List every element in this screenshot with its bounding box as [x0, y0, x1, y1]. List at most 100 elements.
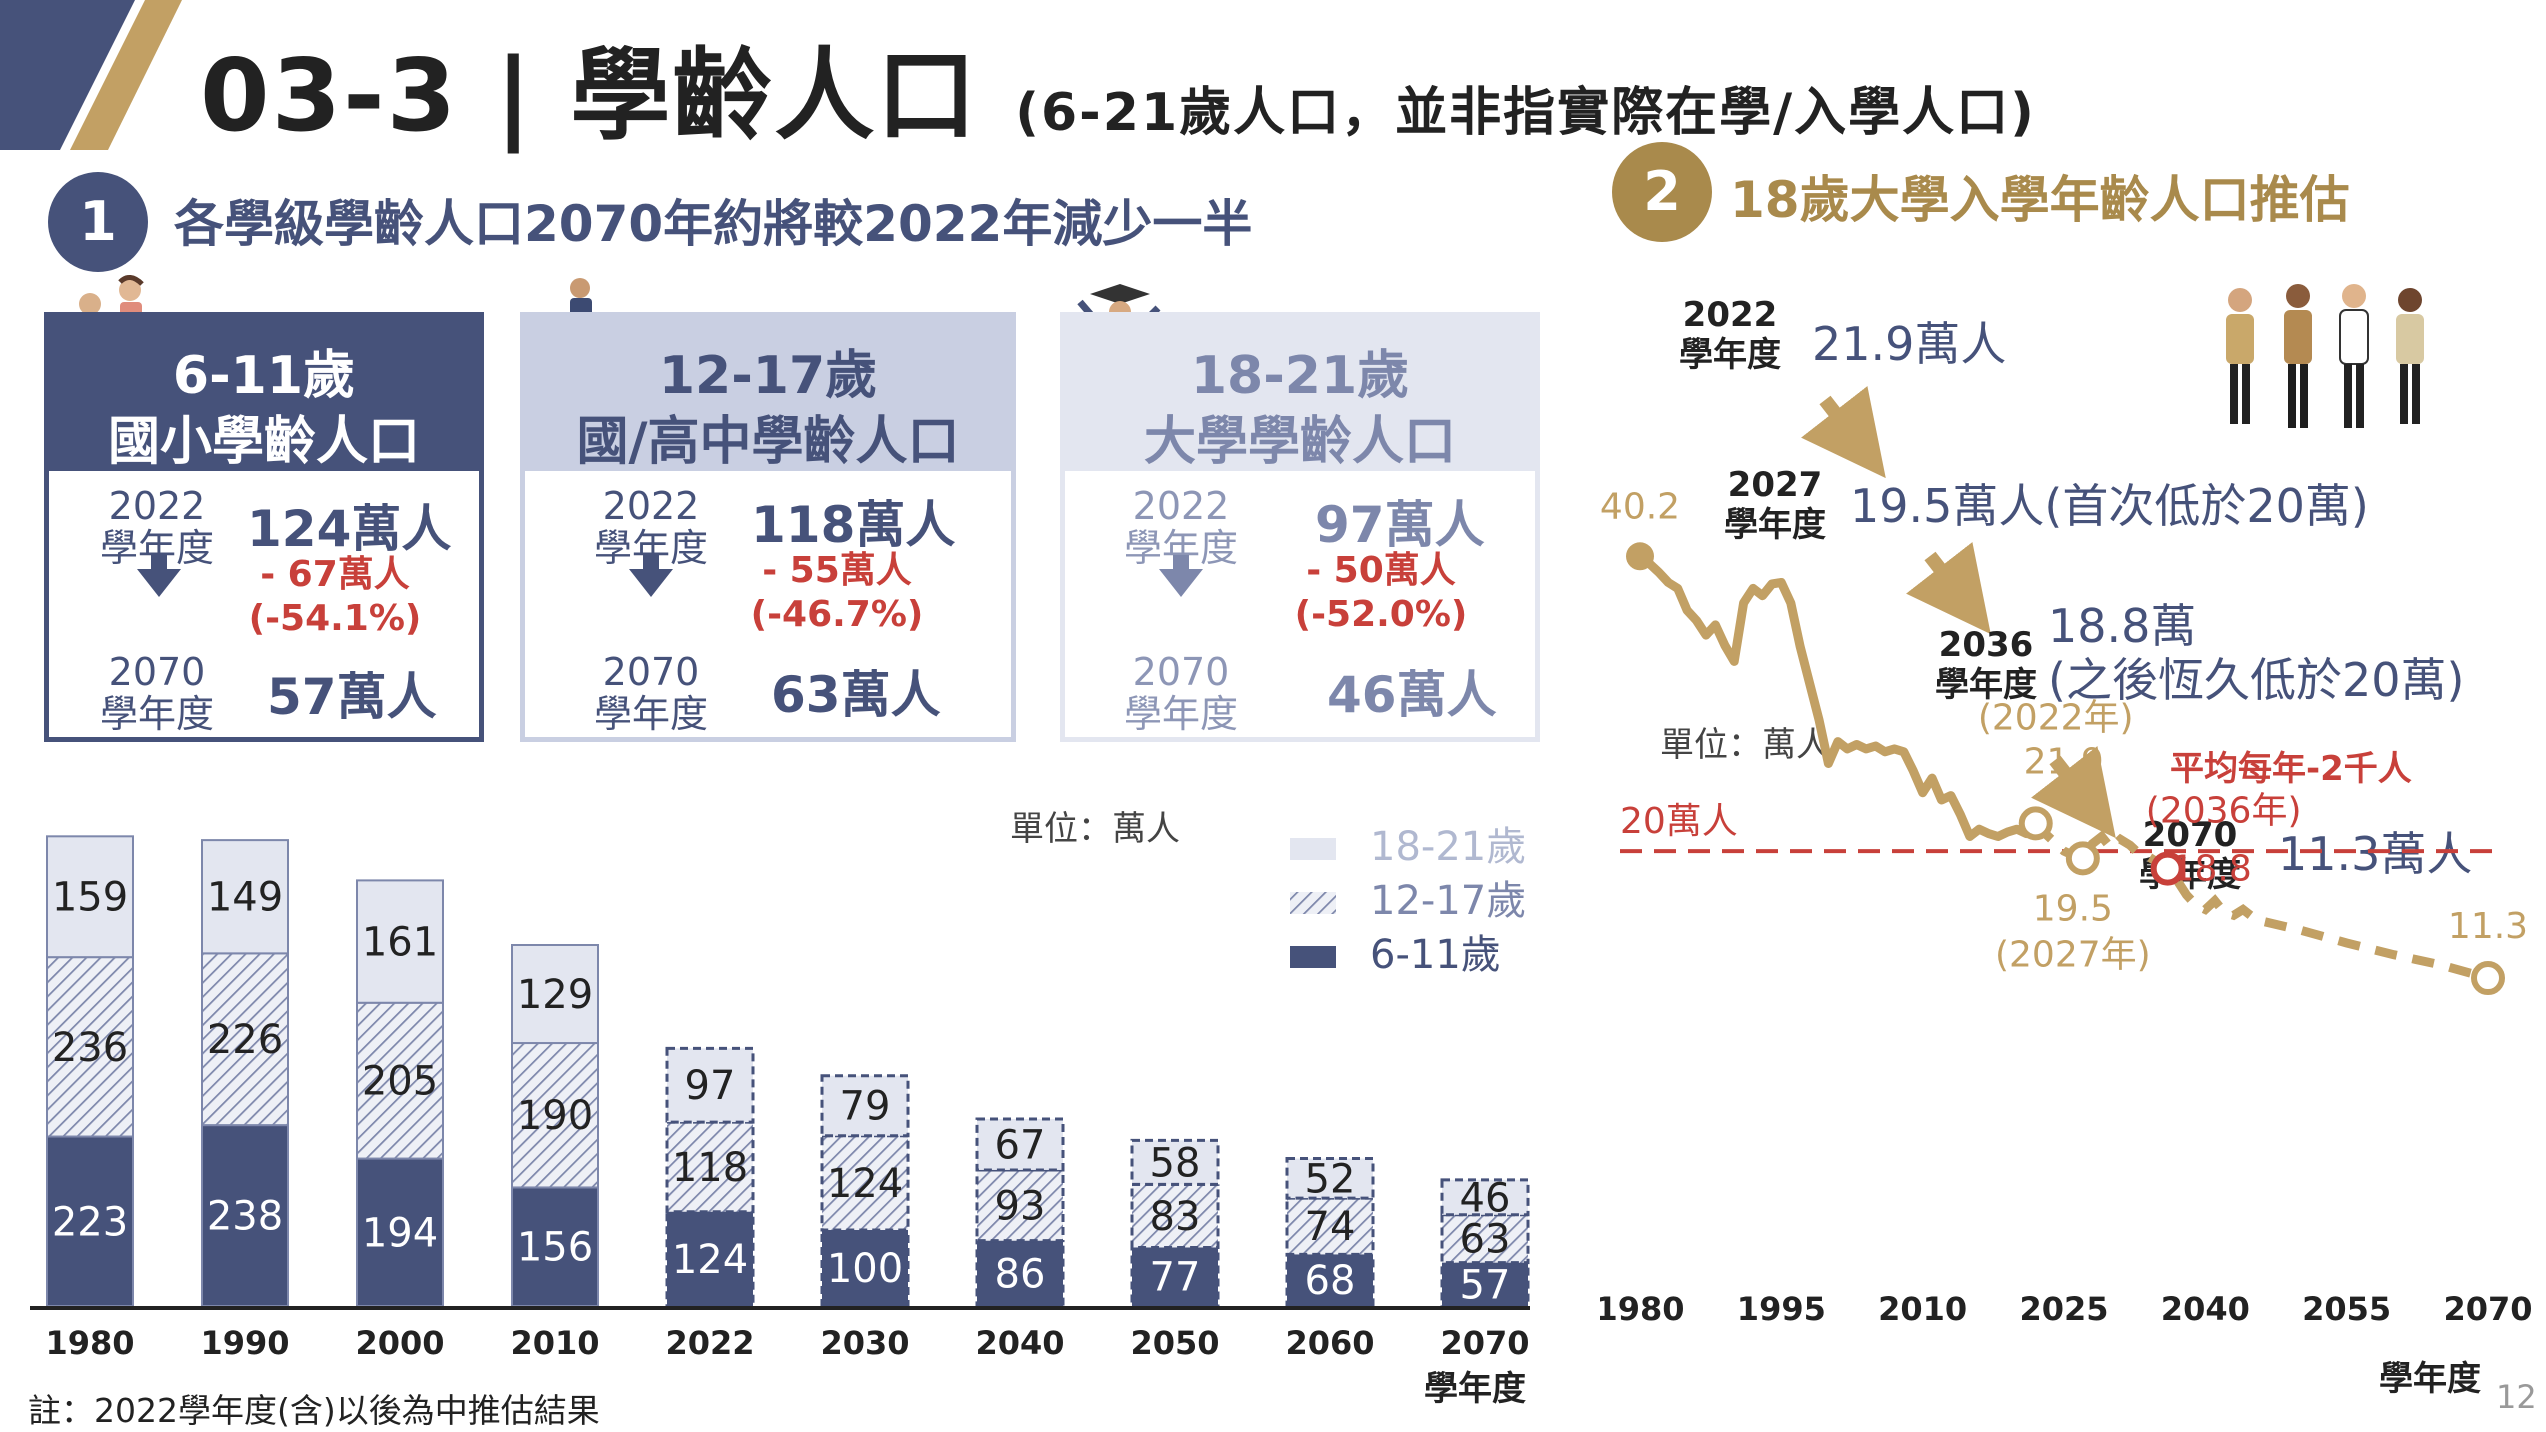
- milestone-arrow-icon: [1801, 386, 1886, 479]
- bar-value-label: 52: [1305, 1156, 1356, 1202]
- milestone-2027-value: 19.5萬人(首次低於20萬): [1850, 479, 2369, 533]
- bar-segment-2030-12-17歲: [820, 1134, 910, 1232]
- bar-value-label: 118: [672, 1145, 748, 1191]
- header-decoration: [0, 0, 182, 150]
- bar-value-label: 86: [995, 1251, 1046, 1297]
- value-start: 118萬人: [751, 496, 956, 554]
- legend-label-6-11: 6-11歲: [1370, 932, 1501, 978]
- footnote: 註：2022學年度(含)以後為中推估結果: [28, 1391, 600, 1430]
- bar-value-label: 190: [517, 1093, 593, 1139]
- bar-x-tick-label: 2010: [510, 1324, 599, 1362]
- line-x-tick-label: 1980: [1600, 1290, 1685, 1328]
- value-end: 63萬人: [771, 666, 941, 724]
- value-start: 97萬人: [1315, 496, 1485, 554]
- card-body: 2022 學年度 97萬人 - 50萬人 (-52.0%) 2070 學年度 46萬人: [1065, 471, 1535, 737]
- bar-segment-1990-18-21歲: [201, 839, 289, 955]
- bar-x-tick-label: 2030: [820, 1324, 909, 1362]
- bar-x-tick-label: 2060: [1285, 1324, 1374, 1362]
- point-2027: [2065, 841, 2100, 876]
- bar-segment-2060-18-21歲: [1285, 1157, 1375, 1200]
- line-series-actual: [1637, 552, 2040, 841]
- avg-note: 平均每年-2千人: [2170, 749, 2412, 789]
- label-2022-year: (2022年): [1978, 697, 2134, 738]
- bar-value-label: 129: [517, 972, 593, 1018]
- year-start-label: 2022 學年度: [1123, 484, 1238, 570]
- point-1980: [1626, 542, 1654, 571]
- milestone-2036-value: 18.8萬: [2048, 599, 2196, 653]
- bar-segment-2040-18-21歲: [975, 1117, 1065, 1172]
- page-subtitle: (6-21歲人口，並非指實際在學/入學人口): [1015, 83, 2036, 143]
- down-arrow-icon: [137, 569, 181, 597]
- bar-segment-2070-12-17歲: [1440, 1213, 1530, 1265]
- bar-x-tick-label: 1980: [45, 1324, 134, 1362]
- card-group-label: 大學學齡人口: [1143, 412, 1456, 472]
- bar-segment-2022-6-11歲: [665, 1210, 755, 1308]
- bar-value-label: 226: [207, 1017, 283, 1063]
- bar-value-label: 238: [207, 1194, 283, 1240]
- bar-value-label: 205: [362, 1059, 438, 1105]
- bar-unit-label: 單位：萬人: [1010, 809, 1180, 849]
- bar-segment-1980-6-11歲: [46, 1135, 134, 1307]
- label-2036-year: (2036年): [2146, 791, 2302, 832]
- down-arrow-stem: [151, 555, 167, 571]
- change-value: - 50萬人 (-52.0%): [1294, 550, 1468, 635]
- value-end: 46萬人: [1327, 666, 1497, 724]
- milestone-2070-year: 2070: [2143, 815, 2238, 855]
- card-12-17: 12-17歲 國/高中學齡人口 2022 學年度 118萬人 - 55萬人 (-46…: [520, 312, 1016, 742]
- section2-number-badge: 2: [1612, 142, 1712, 242]
- legend: 18-21歲 12-17歲 6-11歲: [1290, 824, 1526, 978]
- bar-value-label: 124: [672, 1237, 748, 1283]
- milestone-2036-value2: (之後恆久低於20萬): [2048, 653, 2464, 707]
- milestone-2022-value: 21.9萬人: [1812, 317, 2006, 371]
- bar-value-label: 149: [207, 875, 283, 921]
- bar-segment-1990-12-17歲: [201, 952, 289, 1127]
- bar-segment-2030-18-21歲: [820, 1074, 910, 1138]
- bar-segment-1980-12-17歲: [46, 956, 134, 1138]
- milestone-2036-year: 2036: [1939, 625, 2034, 665]
- reference-line-label: 20萬人: [1620, 801, 1738, 842]
- down-arrow-stem: [1173, 555, 1189, 571]
- bar-x-tick-label: 2040: [975, 1324, 1064, 1362]
- bar-value-label: 58: [1150, 1140, 1201, 1186]
- year-end-label: 2070 學年度: [99, 650, 214, 736]
- milestone-2022-year: 2022: [1683, 295, 1778, 335]
- point-2036: [2150, 851, 2185, 886]
- legend-label-12-17: 12-17歲: [1370, 878, 1526, 924]
- down-arrow-icon: [629, 569, 673, 597]
- section1-title: 各學級學齡人口2070年約將較2022年減少一半: [174, 195, 1253, 253]
- bar-segment-2010-6-11歲: [511, 1186, 599, 1307]
- page-number: 12: [2496, 1378, 2537, 1416]
- line-unit-label: 單位：萬人: [1660, 725, 1830, 765]
- card-group-label: 國/高中學齡人口: [576, 412, 960, 472]
- point-2070: [2471, 961, 2505, 996]
- line-x-tick-label: 2040: [2161, 1290, 2250, 1328]
- milestone-2070-value: 11.3萬人: [2278, 827, 2472, 881]
- bar-value-label: 194: [362, 1210, 438, 1256]
- value-end: 57萬人: [267, 668, 437, 726]
- down-arrow-stem: [643, 555, 659, 571]
- down-arrow-icon: [1159, 569, 1203, 597]
- bar-value-label: 63: [1460, 1217, 1511, 1263]
- bar-value-label: 46: [1460, 1175, 1511, 1221]
- value-start: 124萬人: [247, 500, 452, 558]
- bar-segment-2050-18-21歲: [1130, 1138, 1220, 1186]
- card-header: 6-11歲 國小學齡人口: [49, 317, 479, 472]
- bar-value-label: 68: [1305, 1258, 1356, 1304]
- line-chart: 2022 學年度 2027 學年度 2036 學年度 2070 學年度 21.9…: [1600, 284, 2533, 1399]
- card-body: 2022 學年度 124萬人 - 67萬人 (-54.1%) 2070 學年度 57萬…: [49, 471, 479, 737]
- milestone-2036-unit: 學年度: [1935, 665, 2037, 705]
- line-x-tick-label: 2010: [1878, 1290, 1967, 1328]
- card-header: 12-17歲 國/高中學齡人口: [525, 317, 1011, 472]
- line-x-tick-label: 2070: [2443, 1290, 2532, 1328]
- bar-segment-2000-6-11歲: [356, 1157, 444, 1307]
- bar-segment-2010-12-17歲: [511, 1042, 599, 1189]
- change-value: - 67萬人 (-54.1%): [248, 554, 422, 639]
- bar-value-label: 159: [52, 875, 128, 921]
- year-end-label: 2070 學年度: [1123, 650, 1238, 736]
- card-body: 2022 學年度 118萬人 - 55萬人 (-46.7%) 2070 學年度 63萬…: [525, 471, 1011, 737]
- bar-segment-2000-18-21歲: [356, 879, 444, 1004]
- bar-x-tick-label: 2050: [1130, 1324, 1219, 1362]
- bar-segment-2010-18-21歲: [511, 944, 599, 1045]
- bar-segment-2022-12-17歲: [665, 1120, 755, 1214]
- legend-swatch-12-17: [1290, 892, 1336, 914]
